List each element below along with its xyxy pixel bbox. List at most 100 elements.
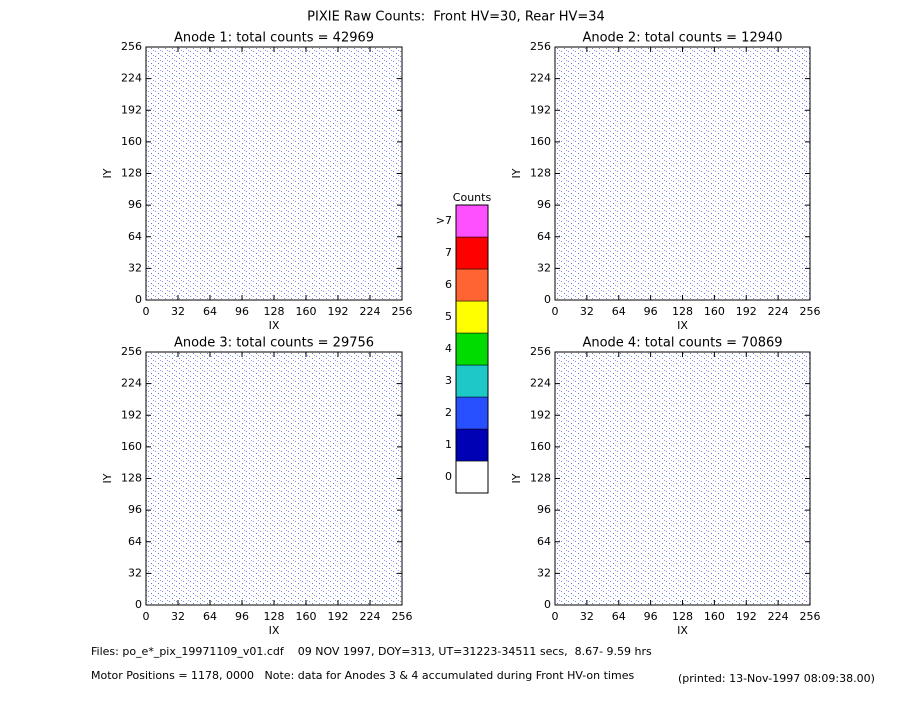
footer-files: Files: po_e*_pix_19971109_v01.cdf 09 NOV… [91, 645, 652, 658]
y-tick-label: 96 [537, 503, 551, 516]
plot-area [555, 47, 810, 300]
x-tick-label: 224 [768, 305, 789, 318]
x-tick-label: 128 [672, 610, 693, 623]
x-tick-label: 128 [264, 610, 285, 623]
x-tick-label: 32 [171, 610, 185, 623]
colorbar-box [455, 236, 489, 270]
colorbar-box [455, 460, 489, 494]
y-tick-label: 0 [544, 293, 551, 306]
y-tick-label: 160 [121, 440, 142, 453]
x-tick-label: 0 [552, 305, 559, 318]
colorbar-label: 1 [445, 438, 452, 451]
y-tick-label: 32 [537, 566, 551, 579]
y-tick-label: 128 [121, 167, 142, 180]
colorbar-label: 2 [445, 406, 452, 419]
y-axis-label: IY [101, 168, 114, 178]
y-tick-label: 224 [121, 72, 142, 85]
x-tick-label: 128 [672, 305, 693, 318]
y-axis-label: IY [510, 473, 523, 483]
y-tick-label: 128 [530, 472, 551, 485]
y-tick-label: 64 [537, 535, 551, 548]
x-tick-label: 96 [235, 610, 249, 623]
footer-motor: Motor Positions = 1178, 0000 Note: data … [91, 669, 634, 682]
x-tick-label: 192 [328, 305, 349, 318]
plot-area [146, 47, 402, 300]
y-tick-label: 192 [121, 408, 142, 421]
x-tick-label: 64 [203, 610, 217, 623]
x-tick-label: 160 [296, 305, 317, 318]
x-tick-label: 256 [800, 610, 821, 623]
x-tick-label: 128 [264, 305, 285, 318]
y-tick-label: 32 [537, 261, 551, 274]
y-tick-label: 160 [530, 135, 551, 148]
x-tick-label: 192 [736, 610, 757, 623]
y-tick-label: 256 [530, 345, 551, 358]
colorbar-box [455, 204, 489, 238]
colorbar-frame [455, 204, 489, 494]
y-tick-label: 64 [128, 535, 142, 548]
y-tick-label: 32 [128, 261, 142, 274]
plot-area [146, 352, 402, 605]
x-tick-label: 160 [296, 610, 317, 623]
y-tick-label: 192 [121, 103, 142, 116]
y-tick-label: 192 [530, 408, 551, 421]
y-tick-label: 0 [544, 598, 551, 611]
colorbar-label: 5 [445, 310, 452, 323]
x-tick-label: 224 [360, 610, 381, 623]
x-tick-label: 32 [580, 305, 594, 318]
y-tick-label: 64 [537, 230, 551, 243]
plot-title: Anode 1: total counts = 42969 [174, 31, 374, 46]
colorbar-box [455, 396, 489, 430]
y-axis-label: IY [101, 473, 114, 483]
plot-title: Anode 4: total counts = 70869 [582, 336, 782, 351]
y-tick-label: 256 [530, 40, 551, 53]
x-tick-label: 64 [203, 305, 217, 318]
x-tick-label: 64 [612, 305, 626, 318]
colorbar-box [455, 268, 489, 302]
x-tick-label: 96 [644, 305, 658, 318]
x-axis-label: IX [269, 319, 280, 332]
x-axis-label: IX [677, 319, 688, 332]
x-tick-label: 224 [768, 610, 789, 623]
y-tick-label: 160 [530, 440, 551, 453]
colorbar-label: 3 [445, 374, 452, 387]
colorbar-label: 6 [445, 278, 452, 291]
colorbar-label: 4 [445, 342, 452, 355]
x-tick-label: 256 [392, 305, 413, 318]
colorbar-box [455, 332, 489, 366]
y-tick-label: 96 [128, 503, 142, 516]
x-tick-label: 96 [235, 305, 249, 318]
x-tick-label: 0 [552, 610, 559, 623]
y-tick-label: 160 [121, 135, 142, 148]
y-tick-label: 224 [121, 377, 142, 390]
x-tick-label: 192 [328, 610, 349, 623]
colorbar-label: >7 [436, 214, 452, 227]
main-title: PIXIE Raw Counts: Front HV=30, Rear HV=3… [307, 10, 605, 25]
y-tick-label: 224 [530, 377, 551, 390]
colorbar-title: Counts [453, 191, 492, 204]
y-tick-label: 128 [530, 167, 551, 180]
plot-title: Anode 3: total counts = 29756 [174, 336, 374, 351]
x-tick-label: 32 [171, 305, 185, 318]
y-tick-label: 224 [530, 72, 551, 85]
x-axis-label: IX [677, 624, 688, 637]
plot-title: Anode 2: total counts = 12940 [582, 31, 782, 46]
x-tick-label: 0 [143, 610, 150, 623]
colorbar-label: 7 [445, 246, 452, 259]
y-tick-label: 96 [537, 198, 551, 211]
y-axis-label: IY [510, 168, 523, 178]
colorbar-label: 0 [445, 470, 452, 483]
y-tick-label: 0 [135, 598, 142, 611]
x-tick-label: 32 [580, 610, 594, 623]
x-tick-label: 96 [644, 610, 658, 623]
colorbar-box [455, 364, 489, 398]
y-tick-label: 256 [121, 345, 142, 358]
y-tick-label: 32 [128, 566, 142, 579]
colorbar-box [455, 428, 489, 462]
y-tick-label: 96 [128, 198, 142, 211]
plot-area [555, 352, 810, 605]
colorbar-box [455, 300, 489, 334]
y-tick-label: 0 [135, 293, 142, 306]
x-tick-label: 256 [392, 610, 413, 623]
